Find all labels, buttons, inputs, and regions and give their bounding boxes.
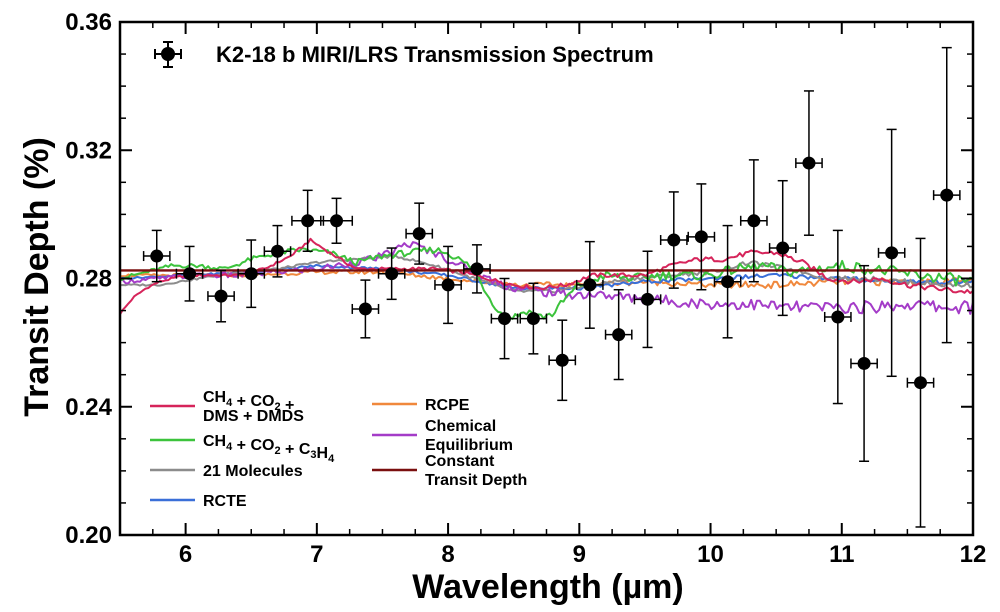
data-marker xyxy=(526,312,540,326)
legend-label: RCTE xyxy=(203,493,247,510)
data-marker xyxy=(694,230,708,244)
data-marker xyxy=(412,227,426,241)
y-tick-label: 0.20 xyxy=(65,522,112,549)
data-marker xyxy=(583,278,597,292)
data-point xyxy=(291,189,325,252)
x-tick-label: 8 xyxy=(441,541,454,568)
x-tick-label: 7 xyxy=(310,541,323,568)
data-marker xyxy=(940,188,954,202)
data-marker xyxy=(914,376,928,390)
data-point xyxy=(906,237,935,528)
data-marker xyxy=(270,244,284,258)
legend-label: CH4 + CO2 + C3H4 xyxy=(203,433,335,465)
legend-label: CH4 + CO2 + xyxy=(203,389,294,414)
data-point xyxy=(687,183,716,291)
data-marker xyxy=(183,267,197,281)
data-marker xyxy=(667,233,681,247)
data-marker xyxy=(857,356,871,370)
data-marker xyxy=(776,241,790,255)
legend-label-line2: DMS + DMDS xyxy=(203,408,304,425)
y-tick-label: 0.28 xyxy=(65,266,112,293)
data-marker xyxy=(150,249,164,263)
data-point xyxy=(490,277,519,360)
observed-data xyxy=(142,46,961,528)
data-point xyxy=(237,239,266,309)
data-point xyxy=(932,46,961,344)
x-tick-label: 11 xyxy=(829,541,854,568)
data-marker xyxy=(802,156,816,170)
data-marker xyxy=(555,353,569,367)
title-marker xyxy=(154,41,182,68)
data-point xyxy=(207,269,235,323)
y-tick-label: 0.24 xyxy=(65,394,112,421)
data-point xyxy=(575,240,604,329)
x-axis-label: Wavelength (µm) xyxy=(412,568,683,606)
data-marker xyxy=(358,302,372,316)
data-point xyxy=(850,264,878,463)
data-point xyxy=(604,288,633,381)
data-marker xyxy=(747,214,761,228)
x-tick-label: 6 xyxy=(179,541,192,568)
legend-entry: RCPE xyxy=(372,397,470,414)
data-point xyxy=(823,229,852,405)
data-marker xyxy=(641,292,655,306)
y-axis-label: Transit Depth (%) xyxy=(18,137,56,417)
x-tick-label: 10 xyxy=(697,541,724,568)
data-marker xyxy=(470,262,484,276)
legend-entry: Chemical Equilibrium xyxy=(372,418,513,454)
axis-labels: Wavelength (µm) Transit Depth (%) xyxy=(18,137,684,606)
legend-label: Constant xyxy=(425,453,495,470)
data-point xyxy=(659,191,688,289)
data-point xyxy=(739,159,768,283)
data-point xyxy=(713,224,742,339)
data-point xyxy=(548,319,577,402)
data-marker xyxy=(612,328,626,342)
data-point xyxy=(519,282,548,355)
data-point xyxy=(633,250,662,349)
data-marker xyxy=(831,310,845,324)
legend: CH4 + CO2 +DMS + DMDS RCPE CH4 + CO2 + C3H… xyxy=(150,389,527,510)
data-marker xyxy=(214,289,228,303)
data-point xyxy=(795,90,823,236)
legend-label: RCPE xyxy=(425,397,470,414)
data-point xyxy=(351,279,380,339)
x-tick-label: 9 xyxy=(573,541,586,568)
legend-label-line2: Equilibrium xyxy=(425,437,513,454)
y-tick-label: 0.36 xyxy=(65,9,112,36)
legend-label-line2: Transit Depth xyxy=(425,472,527,489)
y-tick-label: 0.32 xyxy=(65,137,112,164)
legend-entry: CH4 + CO2 +DMS + DMDS xyxy=(150,389,304,425)
data-point xyxy=(768,179,797,317)
legend-label: Chemical xyxy=(425,418,496,435)
chart-title: K2-18 b MIRI/LRS Transmission Spectrum xyxy=(216,42,654,67)
data-point xyxy=(142,229,171,283)
data-point xyxy=(175,245,204,302)
model-line-5 xyxy=(120,241,973,315)
data-marker xyxy=(330,214,344,228)
data-point xyxy=(463,244,491,294)
data-marker xyxy=(721,275,735,289)
legend-entry: Constant Transit Depth xyxy=(372,453,527,489)
data-marker xyxy=(885,246,899,260)
x-tick-label: 12 xyxy=(960,541,987,568)
data-marker xyxy=(441,278,455,292)
axes: 6 7 8 9 10 11 12 0.20 0.24 0.28 0.32 0.36 xyxy=(65,9,986,568)
data-marker xyxy=(498,312,512,326)
model-line-0 xyxy=(120,237,973,315)
data-marker xyxy=(385,267,399,281)
legend-entry: RCTE xyxy=(150,493,247,510)
data-point xyxy=(434,245,462,325)
legend-label: 21 Molecules xyxy=(203,463,303,480)
data-point xyxy=(877,128,906,378)
data-point xyxy=(263,224,292,278)
data-point xyxy=(377,247,406,301)
data-marker xyxy=(244,267,258,281)
legend-entry: CH4 + CO2 + C3H4 xyxy=(150,433,335,465)
data-point xyxy=(320,197,354,244)
legend-entry: 21 Molecules xyxy=(150,463,303,480)
data-point xyxy=(405,202,434,265)
data-marker xyxy=(301,214,315,228)
title-legend: K2-18 b MIRI/LRS Transmission Spectrum xyxy=(154,41,654,68)
